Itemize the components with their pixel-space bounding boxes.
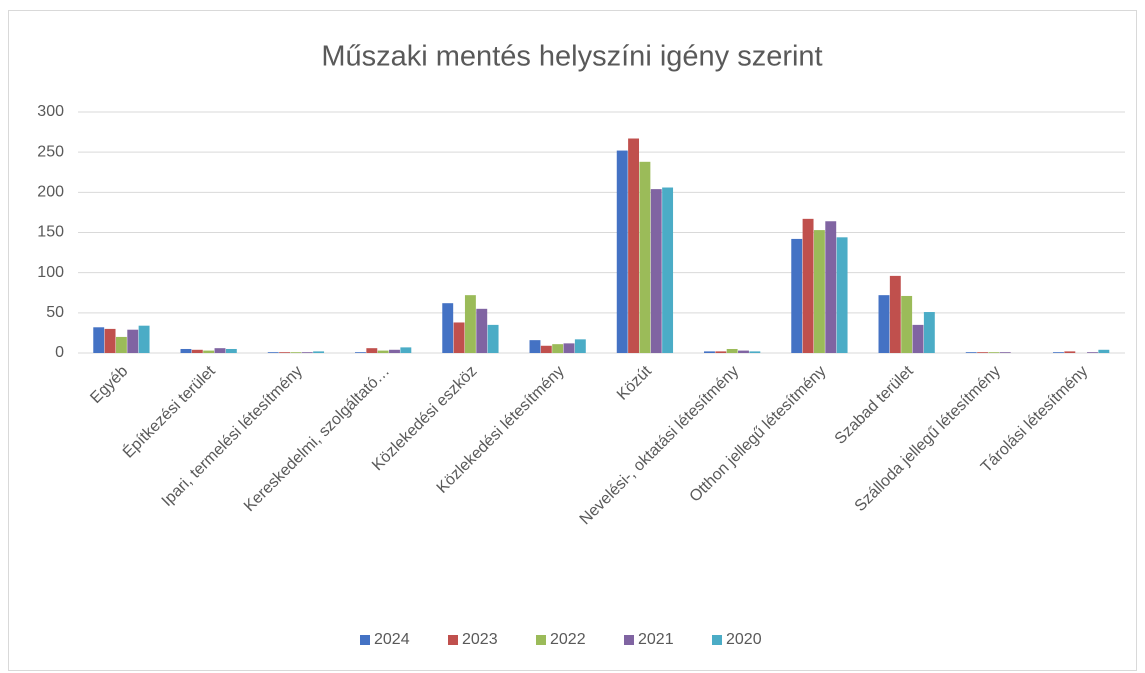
legend-label: 2024 xyxy=(374,631,410,648)
legend-label: 2023 xyxy=(462,631,498,648)
legend-swatch xyxy=(360,635,370,645)
bar xyxy=(225,348,237,353)
legend-label: 2021 xyxy=(638,631,674,648)
y-tick-label: 300 xyxy=(37,103,64,120)
bar xyxy=(377,350,389,353)
bar xyxy=(715,351,727,353)
y-tick-label: 200 xyxy=(37,184,64,201)
bar xyxy=(791,238,803,353)
bar xyxy=(1087,352,1098,353)
bar xyxy=(487,324,499,353)
y-tick-label: 0 xyxy=(55,344,64,361)
bar xyxy=(453,322,465,353)
bar xyxy=(1098,349,1110,353)
y-tick-label: 150 xyxy=(37,224,64,241)
bar xyxy=(400,347,412,353)
bar xyxy=(476,308,488,353)
bar xyxy=(901,295,913,353)
legend-swatch xyxy=(624,635,634,645)
bar xyxy=(1053,352,1064,353)
bar xyxy=(977,352,989,353)
bar xyxy=(552,344,564,353)
legend-swatch xyxy=(712,635,722,645)
bar xyxy=(988,352,1000,353)
bar xyxy=(115,336,127,353)
bar xyxy=(93,327,105,353)
bar xyxy=(965,352,977,353)
bar xyxy=(628,138,640,353)
bar xyxy=(313,351,325,353)
legend-swatch xyxy=(448,635,458,645)
bar xyxy=(442,303,454,353)
chart-title: Műszaki mentés helyszíni igény szerint xyxy=(321,41,822,73)
bar xyxy=(738,350,749,353)
bar xyxy=(104,328,116,353)
bar xyxy=(366,348,378,353)
bar xyxy=(127,329,139,353)
bar xyxy=(836,237,848,353)
chart-border xyxy=(8,10,1137,671)
bar xyxy=(389,349,400,353)
bar xyxy=(923,312,935,353)
bar xyxy=(267,352,279,353)
bar xyxy=(301,352,313,353)
bar xyxy=(563,343,575,353)
bar xyxy=(650,189,662,353)
bar xyxy=(138,325,150,353)
bar xyxy=(279,352,291,353)
legend-label: 2022 xyxy=(550,631,586,648)
bar xyxy=(825,221,837,353)
legend-swatch xyxy=(536,635,546,645)
bar xyxy=(999,352,1011,353)
bar xyxy=(639,161,651,353)
bar xyxy=(662,187,674,353)
bar xyxy=(180,348,192,353)
bar xyxy=(1064,351,1076,353)
y-tick-label: 250 xyxy=(37,143,64,160)
bar xyxy=(214,348,226,353)
bar xyxy=(203,350,215,353)
bar xyxy=(912,324,924,353)
y-tick-label: 50 xyxy=(46,304,64,321)
bar xyxy=(290,352,302,353)
bar xyxy=(889,275,901,353)
bar xyxy=(191,349,203,353)
bar xyxy=(878,295,890,353)
bar xyxy=(802,218,814,353)
legend-label: 2020 xyxy=(726,631,762,648)
bar xyxy=(355,352,366,353)
bar xyxy=(813,230,825,353)
y-tick-label: 100 xyxy=(37,264,64,281)
bar xyxy=(529,340,541,353)
bar xyxy=(704,351,715,353)
bar xyxy=(749,351,761,353)
bar xyxy=(464,295,476,353)
bar xyxy=(574,339,586,353)
bar xyxy=(726,348,738,353)
bar xyxy=(616,150,628,353)
bar xyxy=(540,345,552,353)
